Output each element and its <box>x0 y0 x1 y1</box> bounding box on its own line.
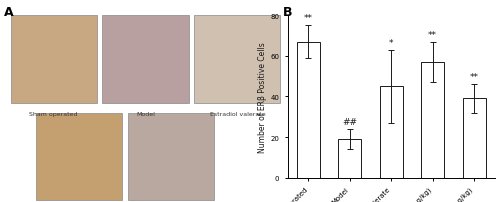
Text: ##: ## <box>342 117 357 126</box>
Text: *: * <box>389 39 394 47</box>
Text: Sham operated: Sham operated <box>30 111 78 116</box>
Text: **: ** <box>470 73 478 82</box>
Text: A: A <box>4 6 14 19</box>
Bar <box>380 87 402 178</box>
Bar <box>338 139 361 178</box>
Bar <box>194 16 280 103</box>
Bar <box>463 99 485 178</box>
Bar <box>108 20 183 99</box>
Bar <box>297 42 320 178</box>
Y-axis label: Number of ERβ Positive Cells: Number of ERβ Positive Cells <box>258 42 268 152</box>
Bar <box>10 16 97 103</box>
Bar <box>200 20 275 99</box>
Bar <box>102 16 188 103</box>
Bar <box>16 20 91 99</box>
Text: Estradiol valerate: Estradiol valerate <box>210 111 265 116</box>
Text: B: B <box>282 6 292 19</box>
Text: Model: Model <box>136 111 155 116</box>
Bar <box>36 113 122 200</box>
Text: **: ** <box>304 14 313 23</box>
Bar <box>128 113 214 200</box>
Bar <box>422 63 444 178</box>
Text: **: ** <box>428 31 437 39</box>
